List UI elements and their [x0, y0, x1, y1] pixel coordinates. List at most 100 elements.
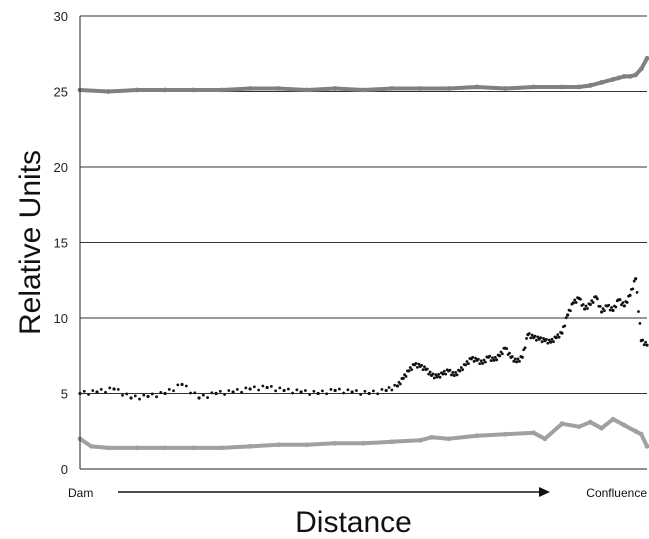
data-point [492, 358, 496, 362]
data-point [641, 338, 645, 342]
data-point [291, 391, 295, 395]
data-point [559, 84, 565, 90]
data-point [88, 443, 94, 449]
data-point [95, 390, 99, 394]
data-point [549, 340, 553, 344]
y-axis-label: Relative Units [14, 150, 47, 335]
data-point [197, 396, 201, 400]
data-point [410, 368, 414, 372]
data-point [142, 393, 146, 397]
data-point [451, 371, 455, 374]
data-point [223, 393, 226, 396]
data-point [552, 340, 555, 344]
data-point [576, 84, 582, 90]
data-point [227, 389, 231, 392]
data-point [423, 365, 426, 369]
data-point [493, 355, 497, 359]
y-tick-label: 10 [54, 311, 68, 326]
data-point [474, 84, 480, 90]
data-point [303, 389, 307, 392]
data-point [625, 301, 629, 304]
data-point [489, 359, 493, 362]
data-point [449, 373, 453, 377]
data-point [480, 361, 485, 365]
data-point [560, 331, 564, 335]
data-point [393, 383, 397, 387]
data-point [346, 388, 350, 392]
data-point [446, 86, 451, 91]
x-start-label: Dam [68, 486, 93, 500]
data-point [618, 298, 622, 301]
data-point [376, 392, 380, 396]
data-point [573, 298, 577, 302]
data-point [172, 389, 175, 393]
data-point [513, 357, 517, 361]
data-point [361, 87, 366, 93]
data-point [105, 445, 111, 451]
data-point [454, 371, 458, 374]
data-point [591, 301, 595, 304]
data-point [458, 369, 462, 373]
data-point [600, 310, 604, 314]
data-point [512, 359, 516, 363]
data-point [248, 387, 252, 391]
data-point [265, 385, 269, 390]
data-point [434, 373, 438, 377]
data-point [108, 386, 112, 390]
data-point [162, 445, 168, 451]
data-point [201, 393, 205, 397]
y-tick-label: 30 [54, 9, 68, 24]
data-point [502, 431, 508, 437]
data-point [578, 297, 582, 301]
data-point [598, 304, 602, 308]
data-point [355, 389, 358, 392]
y-tick-labels: 0 5 10 15 20 25 30 [54, 9, 68, 477]
data-point [244, 386, 248, 390]
data-point [150, 392, 154, 396]
data-point [308, 393, 312, 396]
data-point [91, 389, 95, 392]
data-point [247, 443, 253, 449]
data-point [389, 439, 395, 445]
data-point [390, 388, 394, 392]
data-point [586, 307, 589, 310]
data-point [191, 445, 196, 451]
data-point [539, 336, 543, 340]
data-point [193, 391, 197, 395]
data-point [547, 338, 551, 342]
data-point [214, 391, 218, 396]
data-point [542, 337, 545, 340]
data-point [162, 87, 168, 93]
data-point [176, 383, 180, 387]
data-point [247, 86, 253, 91]
data-point [581, 303, 585, 306]
data-point [635, 291, 639, 294]
data-point [276, 86, 281, 91]
data-point [603, 309, 606, 313]
series-band [78, 56, 649, 94]
data-point [325, 392, 329, 396]
data-point [240, 390, 243, 394]
data-point [432, 376, 436, 380]
data-point [564, 316, 568, 320]
data-point [134, 87, 140, 93]
data-point [495, 358, 499, 362]
data-point [523, 346, 527, 350]
data-point [466, 362, 470, 366]
data-point [614, 305, 618, 309]
data-point [146, 394, 150, 399]
data-point [644, 340, 647, 344]
data-point [508, 351, 511, 355]
data-point [363, 389, 367, 393]
data-point [461, 368, 465, 372]
data-point [304, 87, 310, 93]
data-point [520, 355, 524, 359]
data-point [633, 72, 639, 78]
data-point [387, 386, 391, 389]
data-point [571, 301, 575, 305]
data-point [610, 416, 616, 422]
data-point [276, 442, 281, 448]
data-point [350, 390, 354, 394]
data-point [621, 301, 625, 304]
data-point [219, 87, 225, 93]
